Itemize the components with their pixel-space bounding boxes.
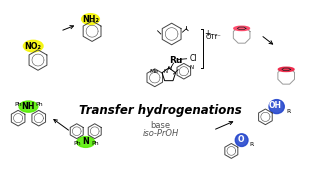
Text: Me: Me — [149, 69, 159, 74]
Text: OTf⁻: OTf⁻ — [205, 34, 221, 40]
Text: iso-PrOH: iso-PrOH — [143, 129, 178, 139]
Ellipse shape — [269, 100, 284, 114]
Text: Cl: Cl — [189, 54, 197, 63]
Text: O: O — [238, 135, 244, 144]
Ellipse shape — [278, 67, 294, 71]
Ellipse shape — [234, 26, 249, 31]
Text: Ph: Ph — [73, 141, 81, 146]
Text: NH: NH — [22, 102, 35, 111]
Text: N: N — [168, 66, 172, 71]
Ellipse shape — [77, 137, 95, 147]
Ellipse shape — [19, 101, 38, 112]
Text: Ph: Ph — [14, 102, 22, 107]
Text: Ph: Ph — [91, 141, 99, 146]
Ellipse shape — [82, 14, 100, 25]
Text: NH₂: NH₂ — [82, 15, 99, 24]
Ellipse shape — [235, 134, 248, 146]
Text: N: N — [82, 137, 89, 146]
Text: N: N — [189, 65, 193, 70]
Text: R: R — [287, 109, 291, 114]
Text: Transfer hydrogenations: Transfer hydrogenations — [79, 104, 242, 117]
Text: +: + — [204, 29, 211, 38]
Text: Ph: Ph — [35, 102, 43, 107]
Text: NO₂: NO₂ — [25, 42, 42, 51]
Text: OH: OH — [268, 101, 281, 110]
Text: R: R — [249, 142, 253, 147]
Ellipse shape — [23, 40, 43, 52]
Text: N: N — [163, 69, 167, 74]
Text: base: base — [151, 121, 170, 130]
Text: Ru: Ru — [169, 57, 182, 65]
